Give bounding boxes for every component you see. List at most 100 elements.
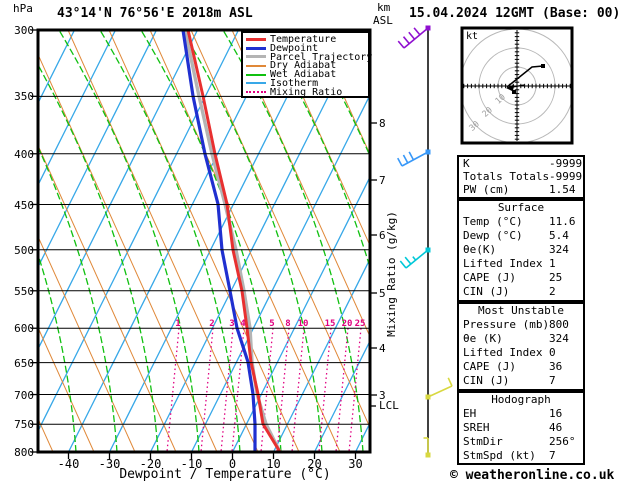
row-label: Lifted Index: [463, 257, 543, 270]
legend-item-label: Temperature: [270, 33, 337, 45]
legend-item: Isotherm: [246, 77, 368, 89]
temperature-tick-label: 20: [307, 457, 322, 471]
table-row: StmSpd (kt) 7: [459, 449, 583, 463]
station-title: 43°14'N 76°56'E 2018m ASL: [57, 6, 253, 21]
row-label: Totals Totals: [463, 170, 550, 183]
table-row: CIN (J) 7: [459, 374, 583, 388]
legend: Temperature Dewpoint Parcel Trajectory Dry …: [241, 31, 372, 98]
legend-swatch-solid: [246, 64, 266, 67]
svg-text:25: 25: [355, 319, 366, 329]
temperature-tick-label: 30: [348, 457, 363, 471]
table-row: Lifted Index 1: [459, 257, 583, 271]
table-row: CIN (J) 2: [459, 285, 583, 299]
table-row: Lifted Index 0: [459, 346, 583, 360]
altitude-unit-asl-label: ASL: [373, 14, 393, 27]
table-row: Totals Totals -9999: [459, 170, 583, 183]
legend-item-label: Mixing Ratio: [270, 86, 343, 98]
table-header: Surface: [497, 201, 545, 214]
svg-text:2: 2: [209, 319, 214, 329]
svg-text:1: 1: [175, 319, 180, 329]
legend-item: Mixing Ratio: [246, 86, 368, 98]
row-label: Pressure (mb): [463, 318, 550, 331]
table-row: SREH 46: [459, 421, 583, 435]
svg-text:20: 20: [342, 319, 353, 329]
hodograph-unit-label: kt: [466, 31, 479, 42]
row-value: 7: [549, 374, 556, 387]
row-value: 0: [549, 346, 556, 359]
svg-text:3: 3: [229, 319, 234, 329]
row-value: 11.6: [549, 215, 576, 228]
legend-swatch-solid: [246, 82, 266, 85]
row-value: 800: [549, 318, 569, 331]
row-label: CIN (J): [463, 374, 510, 387]
svg-text:4: 4: [240, 319, 246, 329]
legend-item-label: Parcel Trajectory: [270, 51, 373, 63]
table-row: PW (cm) 1.54: [459, 183, 583, 196]
row-value: 1: [549, 257, 556, 270]
legend-swatch-dotted: [246, 91, 266, 94]
pressure-tick-label: 650: [14, 356, 34, 370]
km-tick-label: 8: [379, 117, 386, 130]
pressure-tick-label: 500: [14, 243, 34, 257]
legend-item: Dewpoint: [246, 43, 368, 53]
hodograph-table: Hodograph EH 16 SREH 46 StmDir 256° StmSpd (kt)…: [457, 391, 585, 465]
lcl-label: LCL: [379, 399, 399, 412]
km-tick-label: 7: [379, 174, 386, 187]
row-label: Dewp (°C): [463, 229, 523, 242]
pressure-tick-label: 700: [14, 388, 34, 402]
row-label: PW (cm): [463, 183, 510, 196]
legend-item: Temperature: [246, 33, 368, 45]
legend-swatch-solid: [246, 73, 266, 76]
pressure-tick-label: 750: [14, 418, 34, 432]
legend-item-label: Wet Adiabat: [270, 69, 337, 81]
legend-item-label: Dry Adiabat: [270, 60, 337, 72]
table-row: StmDir 256°: [459, 435, 583, 449]
row-label: Temp (°C): [463, 215, 523, 228]
pressure-tick-label: 300: [14, 24, 34, 37]
row-value: 1.54: [549, 183, 576, 196]
row-value: 324: [549, 332, 569, 345]
row-value: 46: [549, 421, 563, 434]
altitude-unit-km-label: km: [377, 1, 391, 14]
table-row: Temp (°C) 11.6: [459, 215, 583, 229]
row-label: SREH: [463, 421, 490, 434]
pressure-tick-label: 400: [14, 147, 34, 161]
row-value: 25: [549, 271, 563, 284]
legend-item: Wet Adiabat: [246, 69, 368, 81]
legend-item-label: Isotherm: [270, 77, 319, 89]
legend-item: Dry Adiabat: [246, 60, 368, 72]
svg-text:8: 8: [285, 319, 290, 329]
row-value: 2: [549, 285, 556, 298]
surface-table: Surface Temp (°C) 11.6 Dewp (°C) 5.4 θe(K) 324…: [457, 199, 585, 302]
table-header: Hodograph: [491, 393, 551, 406]
indices-table: K -9999 Totals Totals -9999 PW (cm) 1.54: [457, 155, 585, 199]
km-tick-label: 3: [379, 389, 386, 402]
row-value: 5.4: [549, 229, 569, 242]
temperature-tick-label: 10: [266, 457, 281, 471]
pressure-tick-label: 800: [14, 446, 34, 459]
row-label: EH: [463, 407, 477, 420]
row-value: -9999: [549, 157, 583, 170]
row-label: Lifted Index: [463, 346, 543, 359]
legend-item: Parcel Trajectory: [246, 52, 372, 62]
km-tick-label: 5: [379, 287, 386, 300]
pressure-tick-label: 350: [14, 90, 34, 104]
table-row: θe(K) 324: [459, 243, 583, 257]
row-value: 324: [549, 243, 569, 256]
temperature-tick-label: 0: [228, 457, 237, 471]
row-value: 7: [549, 449, 556, 462]
legend-swatch-solid: [246, 55, 266, 59]
row-value: -9999: [549, 170, 583, 183]
row-label: StmSpd (kt): [463, 449, 536, 462]
svg-text:5: 5: [269, 319, 274, 329]
pressure-tick-label: 600: [14, 322, 34, 336]
table-row: CAPE (J) 36: [459, 360, 583, 374]
row-label: StmDir: [463, 435, 503, 448]
row-label: θe(K): [463, 243, 497, 256]
row-label: CAPE (J): [463, 271, 516, 284]
temperature-tick-label: -20: [139, 457, 162, 471]
table-row: CAPE (J) 25: [459, 271, 583, 285]
row-label: CAPE (J): [463, 360, 516, 373]
